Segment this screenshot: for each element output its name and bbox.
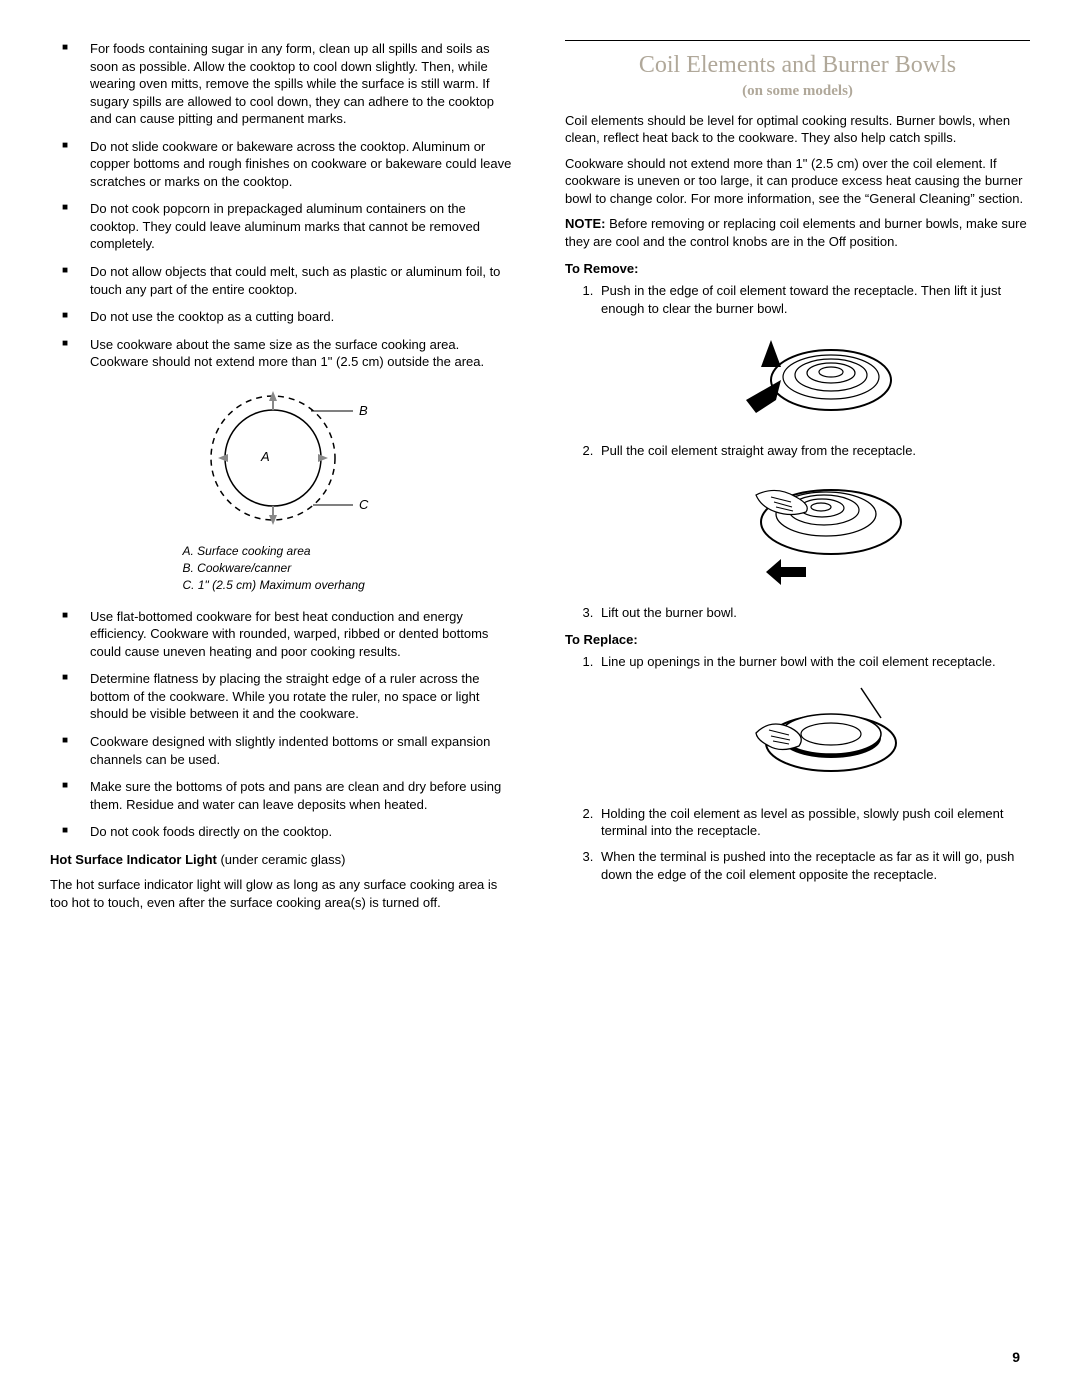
list-item: Lift out the burner bowl.: [597, 604, 1030, 622]
replace-list: Line up openings in the burner bowl with…: [565, 653, 1030, 883]
page-number: 9: [1012, 1348, 1020, 1367]
section-divider: [565, 40, 1030, 41]
intro-para-1: Coil elements should be level for optima…: [565, 112, 1030, 147]
section-title: Coil Elements and Burner Bowls: [565, 49, 1030, 81]
list-item: Determine flatness by placing the straig…: [90, 670, 515, 723]
intro-para-2: Cookware should not extend more than 1" …: [565, 155, 1030, 208]
remove-list: Push in the edge of coil element toward …: [565, 282, 1030, 621]
list-item: Pull the coil element straight away from…: [597, 442, 1030, 592]
diagram-label-a: A: [260, 449, 270, 464]
list-item: Holding the coil element as level as pos…: [597, 805, 1030, 840]
caption-line: A. Surface cooking area: [183, 543, 383, 560]
note-text: Before removing or replacing coil elemen…: [565, 216, 1027, 249]
caption-line: B. Cookware/canner: [183, 560, 383, 577]
diagram-caption: A. Surface cooking area B. Cookware/cann…: [183, 543, 383, 593]
diagram-label-b: B: [359, 403, 368, 418]
list-item: Do not slide cookware or bakeware across…: [90, 138, 515, 191]
cookware-diagram: A B C A. Surface cooking area B. Cookwar…: [50, 383, 515, 594]
list-item: Do not use the cooktop as a cutting boar…: [90, 308, 515, 326]
list-item: Use cookware about the same size as the …: [90, 336, 515, 371]
figure-remove-2: [601, 467, 1030, 592]
note-para: NOTE: Before removing or replacing coil …: [565, 215, 1030, 250]
diagram-label-c: C: [359, 497, 369, 512]
bullet-list-2: Use flat-bottomed cookware for best heat…: [50, 608, 515, 841]
list-item: Do not allow objects that could melt, su…: [90, 263, 515, 298]
list-item: Line up openings in the burner bowl with…: [597, 653, 1030, 793]
note-bold: NOTE:: [565, 216, 605, 231]
list-item: Do not cook foods directly on the cookto…: [90, 823, 515, 841]
left-column: For foods containing sugar in any form, …: [50, 40, 525, 919]
figure-replace-1: [601, 678, 1030, 793]
to-remove-heading: To Remove:: [565, 260, 1030, 278]
figure-remove-1: [601, 325, 1030, 430]
list-item: Make sure the bottoms of pots and pans a…: [90, 778, 515, 813]
bullet-list-1: For foods containing sugar in any form, …: [50, 40, 515, 371]
hot-surface-bold: Hot Surface Indicator Light: [50, 852, 217, 867]
list-item: Cookware designed with slightly indented…: [90, 733, 515, 768]
step-text: Push in the edge of coil element toward …: [601, 283, 1001, 316]
hot-surface-rest: (under ceramic glass): [217, 852, 346, 867]
hot-surface-para: The hot surface indicator light will glo…: [50, 876, 515, 911]
hot-surface-heading: Hot Surface Indicator Light (under ceram…: [50, 851, 515, 869]
right-column: Coil Elements and Burner Bowls (on some …: [555, 40, 1030, 919]
list-item: When the terminal is pushed into the rec…: [597, 848, 1030, 883]
list-item: Use flat-bottomed cookware for best heat…: [90, 608, 515, 661]
two-column-layout: For foods containing sugar in any form, …: [50, 40, 1030, 919]
step-text: Line up openings in the burner bowl with…: [601, 654, 996, 669]
list-item: Do not cook popcorn in prepackaged alumi…: [90, 200, 515, 253]
to-replace-heading: To Replace:: [565, 631, 1030, 649]
step-text: Pull the coil element straight away from…: [601, 443, 916, 458]
list-item: Push in the edge of coil element toward …: [597, 282, 1030, 430]
caption-line: C. 1" (2.5 cm) Maximum overhang: [183, 577, 383, 594]
list-item: For foods containing sugar in any form, …: [90, 40, 515, 128]
section-subtitle: (on some models): [565, 81, 1030, 101]
